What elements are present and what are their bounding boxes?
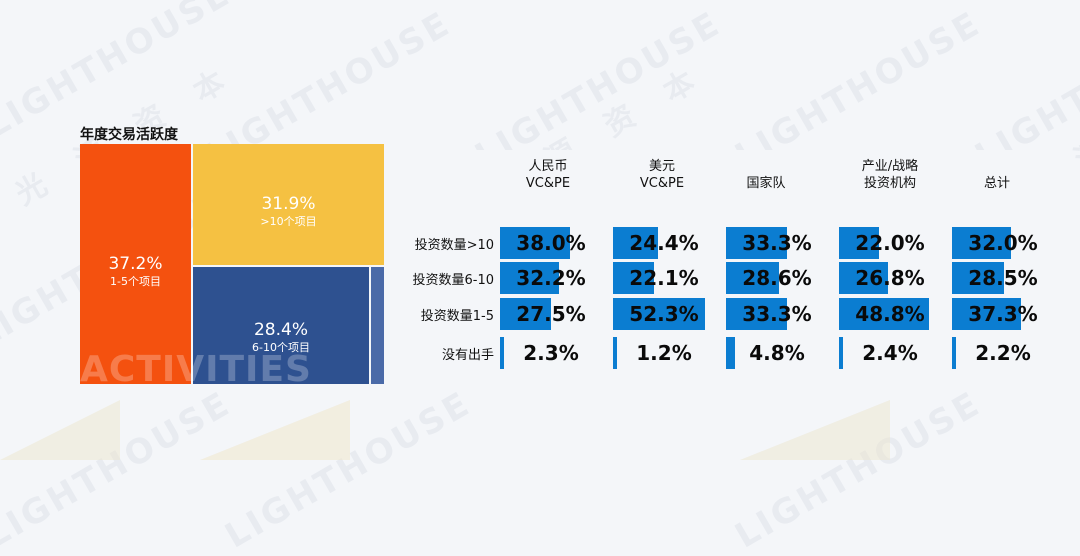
column-header: 人民币 VC&PE [525, 159, 571, 191]
bar-cell: 32.0% [952, 227, 1044, 259]
cell-label: >10个项目 [260, 215, 317, 228]
column-header: 产业/战略 投资机构 [861, 159, 919, 191]
bar-cell: 24.4% [613, 227, 705, 259]
bar-cell: 2.3% [500, 337, 592, 369]
data-bar [500, 298, 551, 330]
bar-cell: 33.3% [726, 227, 818, 259]
column-header: 国家队 [746, 176, 786, 191]
treemap-cell-over-10: 31.9% >10个项目 [193, 144, 384, 265]
bar-cell: 38.0% [500, 227, 592, 259]
data-label: 28.6% [742, 266, 812, 290]
data-label: 22.1% [629, 266, 699, 290]
data-bar [726, 337, 735, 369]
bar-cell: 1.2% [613, 337, 705, 369]
data-label: 52.3% [629, 302, 699, 326]
data-bar [952, 262, 1005, 294]
cell-value: 28.4% [253, 320, 308, 340]
cell-value: 31.9% [261, 194, 316, 214]
data-bar [613, 262, 654, 294]
data-bar [839, 337, 844, 369]
data-label: 32.2% [516, 266, 586, 290]
data-bar [726, 262, 779, 294]
bar-cell: 26.8% [839, 262, 931, 294]
cell-label: 1-5个项目 [110, 275, 161, 288]
bar-cell: 48.8% [839, 298, 931, 330]
bar-cell: 22.0% [839, 227, 931, 259]
data-label: 28.5% [968, 266, 1038, 290]
watermark-triangle [0, 400, 120, 460]
watermark-triangle [200, 400, 350, 460]
data-bar [952, 298, 1021, 330]
row-label: 投资数量>10 [414, 238, 494, 253]
data-label: 32.0% [968, 231, 1038, 255]
data-bar [952, 227, 1011, 259]
bar-cell: 32.2% [500, 262, 592, 294]
data-bar [839, 262, 889, 294]
bar-cell: 33.3% [726, 298, 818, 330]
column-header: 总计 [983, 176, 1010, 191]
data-label: 26.8% [855, 266, 925, 290]
data-label: 2.3% [523, 341, 579, 365]
treemap-cell-6-10: 28.4% 6-10个项目 [193, 267, 369, 384]
data-label: 1.2% [636, 341, 692, 365]
data-bar [726, 298, 788, 330]
bar-cell: 4.8% [726, 337, 818, 369]
data-bar [500, 227, 570, 259]
data-bar [839, 298, 929, 330]
data-label: 2.4% [862, 341, 918, 365]
watermark-triangle [740, 400, 890, 460]
treemap-title: 年度交易活跃度 [80, 127, 178, 143]
row-label: 没有出手 [441, 348, 494, 363]
cell-value: 37.2% [108, 254, 163, 274]
column-header: 美元 VC&PE [639, 159, 685, 191]
data-bar [500, 262, 560, 294]
treemap-cell-none [371, 267, 384, 384]
data-bar [613, 227, 658, 259]
data-label: 37.3% [968, 302, 1038, 326]
data-label: 24.4% [629, 231, 699, 255]
data-bar [952, 337, 957, 369]
data-label: 4.8% [749, 341, 805, 365]
treemap-cell-1-5: 37.2% 1-5个项目 [80, 144, 191, 384]
data-label: 27.5% [516, 302, 586, 326]
data-bar [726, 227, 788, 259]
data-label: 38.0% [516, 231, 586, 255]
bar-cell: 22.1% [613, 262, 705, 294]
activities-overlay: ACTIVITIES [80, 349, 312, 390]
treemap: 37.2% 1-5个项目 31.9% >10个项目 28.4% 6-10个项目 [80, 144, 384, 384]
row-label: 投资数量6-10 [412, 273, 494, 288]
bar-cell: 27.5% [500, 298, 592, 330]
row-label: 投资数量1-5 [420, 309, 494, 324]
bar-cell: 37.3% [952, 298, 1044, 330]
data-label: 48.8% [855, 302, 925, 326]
data-label: 22.0% [855, 231, 925, 255]
data-bar [613, 337, 617, 369]
data-label: 33.3% [742, 231, 812, 255]
bar-cell: 2.4% [839, 337, 931, 369]
data-bar [613, 298, 705, 330]
cell-label: 6-10个项目 [252, 341, 310, 354]
data-label: 2.2% [975, 341, 1031, 365]
data-label: 33.3% [742, 302, 812, 326]
bar-cell: 2.2% [952, 337, 1044, 369]
bar-cell: 28.5% [952, 262, 1044, 294]
bar-cell: 52.3% [613, 298, 705, 330]
bar-cell: 28.6% [726, 262, 818, 294]
data-bar [839, 227, 880, 259]
data-bar [500, 337, 505, 369]
